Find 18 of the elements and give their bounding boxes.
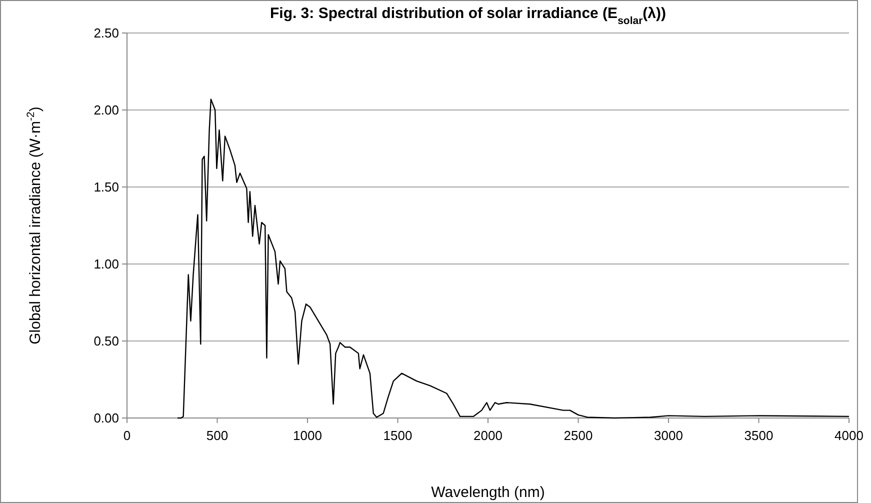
line-series [176, 98, 850, 419]
y-tick-label: 0.50 [94, 334, 119, 349]
x-axis-title: Wavelength (nm) [431, 484, 545, 501]
y-tick-label: 0.00 [94, 410, 119, 426]
y-tick-label: 2.50 [94, 26, 119, 41]
x-tick-label: 4000 [834, 428, 864, 443]
x-tick-label: 2500 [564, 428, 593, 443]
x-tick-label: 500 [206, 428, 228, 443]
chart-title: Fig. 3: Spectral distribution of solar irradiance (E$_{solar}$(λ)) [270, 5, 666, 27]
x-tick-label: 3500 [744, 428, 774, 443]
x-tick-label: 1500 [383, 428, 412, 443]
x-tick-label: 1000 [293, 428, 322, 443]
x-tick-label: 2000 [474, 428, 502, 443]
y-tick-label: 2.00 [94, 102, 119, 118]
y-tick-label: 1.50 [94, 180, 119, 195]
x-tick-label: 0 [123, 428, 131, 443]
y-tick-label: 1.00 [94, 256, 119, 272]
x-tick-label: 3000 [654, 428, 683, 443]
